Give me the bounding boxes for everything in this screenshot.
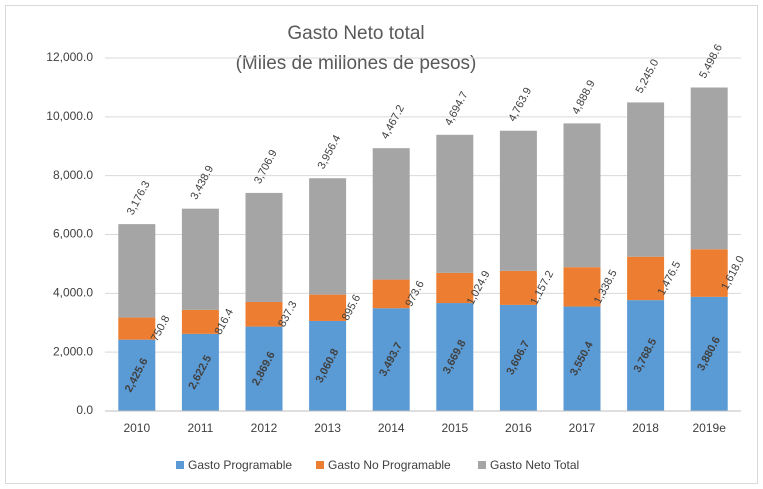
bar-segment	[499, 130, 537, 271]
bar-segment	[436, 272, 474, 304]
x-tick-label: 2017	[569, 421, 596, 435]
bar-segment	[627, 102, 665, 257]
bar-segment	[563, 306, 601, 411]
x-tick-label: 2014	[378, 421, 405, 435]
x-tick-label: 2012	[251, 421, 278, 435]
y-tick-label: 8,000.0	[53, 168, 93, 182]
bar-segment	[563, 267, 601, 307]
y-tick-label: 4,000.0	[53, 286, 93, 300]
y-tick-label: 12,000.0	[46, 50, 93, 64]
bar-segment	[118, 317, 156, 340]
x-tick-label: 2013	[314, 421, 341, 435]
legend-label: Gasto Programable	[188, 458, 292, 472]
bar-segment	[245, 326, 283, 411]
x-tick-label: 2018	[632, 421, 659, 435]
bar-segment	[118, 339, 156, 411]
y-tick-label: 0.0	[76, 403, 93, 417]
bar-segment	[118, 224, 156, 318]
bar-segment	[181, 309, 219, 334]
y-tick-label: 2,000.0	[53, 344, 93, 358]
bar-segment	[181, 333, 219, 411]
bar-segment	[436, 134, 474, 273]
chart-subtitle: (Miles de millones de pesos)	[236, 53, 477, 74]
legend-swatch	[176, 461, 184, 469]
bar-segment	[499, 304, 537, 411]
legend-label: Gasto No Programable	[328, 458, 451, 472]
bar-segment	[372, 148, 410, 280]
chart-title: Gasto Neto total	[287, 23, 424, 44]
legend-label: Gasto Neto Total	[490, 458, 579, 472]
bar-segment	[563, 123, 601, 268]
bar-segment	[309, 294, 347, 321]
bar-segment	[436, 303, 474, 411]
bar-segment	[499, 270, 537, 305]
y-tick-label: 10,000.0	[46, 109, 93, 123]
bar-segment	[690, 296, 728, 411]
bar-segment	[372, 308, 410, 411]
bar-segment	[372, 279, 410, 309]
x-tick-label: 2019e	[693, 421, 727, 435]
bar-segment	[309, 178, 347, 295]
y-tick-label: 6,000.0	[53, 227, 93, 241]
bar-segment	[309, 320, 347, 411]
bar-segment	[245, 301, 283, 327]
bar-segment	[245, 192, 283, 302]
bar-segment	[181, 208, 219, 310]
bar-segment	[690, 87, 728, 250]
bar-segment	[627, 300, 665, 411]
x-tick-label: 2010	[123, 421, 150, 435]
bar-segment	[627, 256, 665, 301]
x-tick-label: 2016	[505, 421, 532, 435]
legend-swatch	[478, 461, 486, 469]
x-tick-label: 2011	[187, 421, 213, 435]
x-tick-label: 2015	[441, 421, 468, 435]
bar-segment	[690, 249, 728, 297]
legend-swatch	[316, 461, 324, 469]
